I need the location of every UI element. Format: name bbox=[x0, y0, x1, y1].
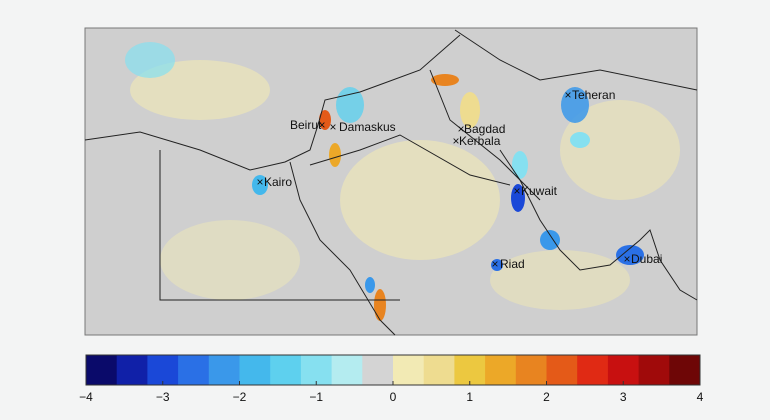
color-swatch bbox=[423, 355, 455, 385]
city-label: Damaskus bbox=[339, 120, 396, 134]
city-layer: × Teheran×Beirut × Damaskus × Bagdad× Kerbala×… bbox=[256, 88, 662, 271]
color-swatch bbox=[393, 355, 425, 385]
colorbar-tick-label: −2 bbox=[233, 390, 247, 404]
city-marker: × bbox=[457, 122, 464, 136]
colorbar-tick-label: 1 bbox=[466, 390, 473, 404]
color-swatch bbox=[239, 355, 271, 385]
city-marker: × bbox=[452, 134, 459, 148]
city-label: Beirut bbox=[290, 118, 322, 132]
color-swatch bbox=[485, 355, 517, 385]
color-swatch bbox=[208, 355, 240, 385]
city-marker: × bbox=[623, 252, 630, 266]
city-marker: × bbox=[564, 88, 571, 102]
color-swatch bbox=[270, 355, 302, 385]
color-swatch bbox=[300, 355, 333, 385]
city-label: Teheran bbox=[572, 88, 615, 102]
city-label: Kuwait bbox=[521, 184, 558, 198]
colorbar-tick-label: −4 bbox=[79, 390, 93, 404]
color-swatch bbox=[116, 355, 148, 385]
color-swatch bbox=[669, 355, 701, 385]
city-marker: × bbox=[491, 257, 498, 271]
color-swatch bbox=[86, 355, 118, 385]
city-marker: × bbox=[318, 118, 325, 132]
city-label: Bagdad bbox=[464, 122, 505, 136]
colorbar-tick-label: 2 bbox=[543, 390, 550, 404]
city-marker: × bbox=[329, 120, 336, 134]
color-swatch bbox=[546, 355, 578, 385]
color-swatch bbox=[362, 355, 394, 385]
city-marker: × bbox=[513, 184, 520, 198]
colorbar-tick-label: 3 bbox=[620, 390, 627, 404]
color-swatch bbox=[577, 355, 609, 385]
colorbar-tick-label: 0 bbox=[390, 390, 397, 404]
city-label: Kairo bbox=[264, 175, 292, 189]
color-swatch bbox=[147, 355, 179, 385]
colorbar-tick-label: −1 bbox=[309, 390, 323, 404]
city-label: Kerbala bbox=[459, 134, 501, 148]
color-swatch bbox=[178, 355, 210, 385]
colorbar: −4 −3 −2 −1 0 1 2 3 4 bbox=[79, 354, 704, 404]
colorbar-tick-label: −3 bbox=[156, 390, 170, 404]
map-background bbox=[125, 42, 680, 321]
colorbar-tick-label: 4 bbox=[697, 390, 704, 404]
city-label: Dubai bbox=[631, 252, 662, 266]
city-label: Riad bbox=[500, 257, 525, 271]
color-swatch bbox=[638, 355, 670, 385]
color-swatch bbox=[607, 355, 640, 385]
color-swatch bbox=[454, 355, 486, 385]
city-marker: × bbox=[256, 175, 263, 189]
color-swatch bbox=[331, 355, 363, 385]
coastlines bbox=[84, 29, 698, 336]
color-swatch bbox=[515, 355, 547, 385]
